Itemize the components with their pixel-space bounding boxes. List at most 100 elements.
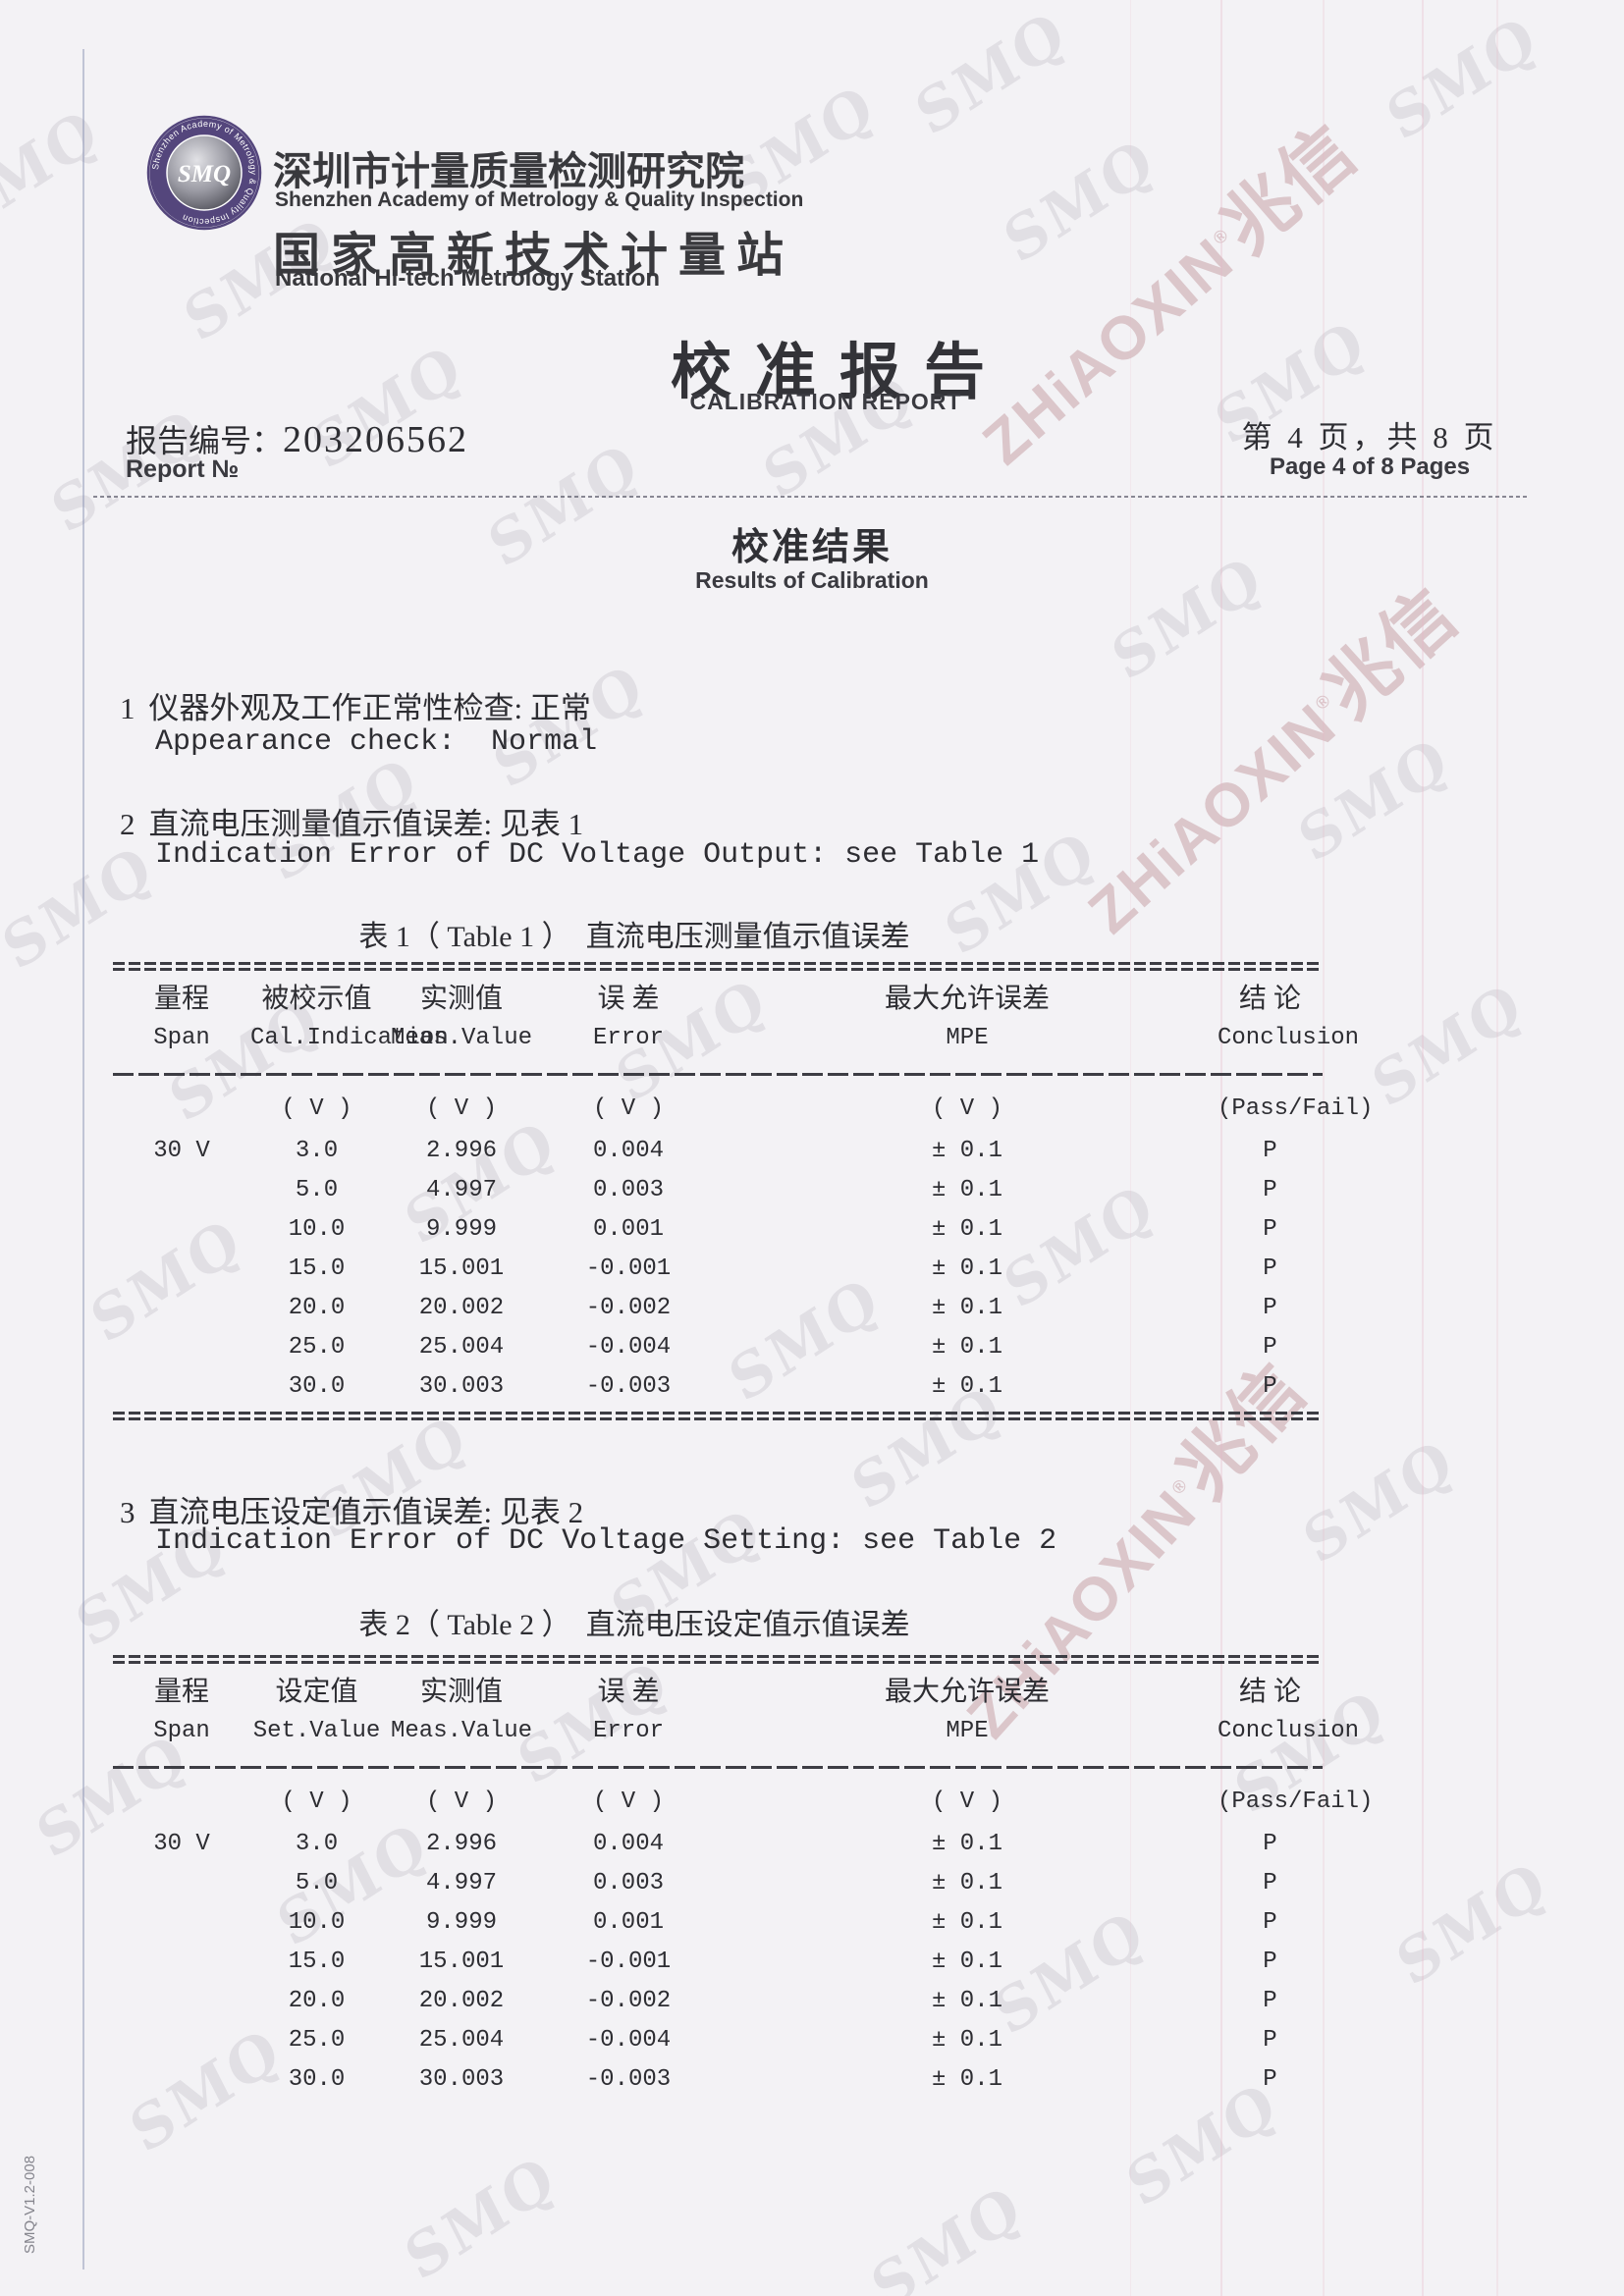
table-2-body: ( V ) ( V ) ( V ) ( V ) (Pass/Fail) 30 V… bbox=[113, 1779, 1374, 2099]
section-title-cn: 校准结果 bbox=[731, 527, 893, 568]
cell-mpe: ± 0.1 bbox=[931, 1215, 1002, 1243]
col-error-cn: 误 差 bbox=[597, 1677, 660, 1707]
table-row: 10.0 9.999 0.001 ± 0.1 P bbox=[113, 1209, 1323, 1249]
item-3-cn: 3 直流电压设定值示值误差: 见表 2 bbox=[120, 1487, 583, 1531]
unit-span bbox=[113, 1779, 250, 1824]
cell-indication: 5.0 bbox=[295, 1176, 339, 1203]
cell-set-value: 30.0 bbox=[288, 2065, 346, 2093]
cell-set-value: 10.0 bbox=[288, 1908, 346, 1936]
scan-streak bbox=[1220, 0, 1222, 2296]
cell-mpe: ± 0.1 bbox=[931, 1987, 1002, 2014]
report-number-label-en: Report № bbox=[126, 455, 240, 483]
table-header-row-cn: 量程 设定值 实测值 误 差 最大允许误差 结 论 bbox=[113, 1673, 1323, 1712]
header-separator-line bbox=[93, 496, 1527, 498]
cell-error: -0.002 bbox=[585, 1294, 672, 1321]
cell-span bbox=[113, 2020, 250, 2059]
scan-streak bbox=[1422, 0, 1424, 2296]
cell-mpe: ± 0.1 bbox=[931, 1869, 1002, 1896]
col-span-cn: 量程 bbox=[153, 1677, 209, 1707]
cell-conclusion: P bbox=[1263, 1255, 1277, 1282]
cell-measured: 9.999 bbox=[425, 1215, 497, 1243]
cell-set-value: 3.0 bbox=[295, 1830, 339, 1857]
cell-conclusion: P bbox=[1263, 1830, 1277, 1857]
cell-conclusion: P bbox=[1263, 1987, 1277, 2014]
cell-conclusion: P bbox=[1263, 1372, 1277, 1400]
cell-error: 0.001 bbox=[592, 1908, 664, 1936]
cell-span bbox=[113, 1209, 250, 1249]
cell-span bbox=[113, 1288, 250, 1327]
report-number-value: 203206562 bbox=[283, 419, 469, 460]
org-name-en: Shenzhen Academy of Metrology & Quality … bbox=[275, 188, 804, 211]
smq-logo-seal: Shenzhen Academy of Metrology & Quality … bbox=[145, 114, 263, 232]
col-mpe-cn: 最大允许误差 bbox=[884, 984, 1050, 1014]
col-error-en: Error bbox=[592, 1718, 664, 1744]
col-cal-indication-en: Cal.Indication bbox=[250, 1025, 449, 1051]
col-cal-indication-cn: 被校示值 bbox=[261, 984, 372, 1014]
cell-mpe: ± 0.1 bbox=[931, 1137, 1002, 1164]
cell-error: 0.003 bbox=[592, 1869, 664, 1896]
report-number-label-cn: 报告编号： bbox=[126, 423, 284, 458]
item-1-en: Appearance check: Normal bbox=[155, 725, 598, 759]
col-span-en: Span bbox=[153, 1025, 210, 1051]
cell-indication: 15.0 bbox=[288, 1255, 346, 1282]
smq-watermark: SMQ bbox=[1386, 1847, 1559, 2001]
form-code-vertical: SMQ-V1.2-008 bbox=[22, 2155, 38, 2254]
col-error-en: Error bbox=[592, 1025, 664, 1051]
item-2-text-cn: 直流电压测量值示值误差: 见表 1 bbox=[148, 807, 584, 841]
report-number-line: 报告编号：203206562 bbox=[126, 416, 468, 461]
cell-mpe: ± 0.1 bbox=[931, 1908, 1002, 1936]
cell-measured: 9.999 bbox=[425, 1908, 497, 1936]
col-meas-value-cn: 实测值 bbox=[419, 1677, 503, 1707]
cell-measured: 25.004 bbox=[418, 2026, 505, 2054]
col-set-value-cn: 设定值 bbox=[275, 1677, 358, 1707]
item-1-text-cn: 仪器外观及工作正常性检查: 正常 bbox=[148, 691, 591, 725]
table-1-header-divider bbox=[113, 1073, 1323, 1076]
col-mpe-en: MPE bbox=[946, 1718, 989, 1744]
cell-span: 30 V bbox=[153, 1137, 210, 1164]
item-3-number: 3 bbox=[120, 1495, 135, 1529]
table-1-top-border bbox=[113, 962, 1323, 971]
cell-conclusion: P bbox=[1263, 1137, 1277, 1164]
smq-watermark: SMQ bbox=[1293, 1425, 1466, 1578]
table-row: 30 V 3.0 2.996 0.004 ± 0.1 P bbox=[113, 1824, 1323, 1863]
cell-measured: 4.997 bbox=[425, 1869, 497, 1896]
cell-span bbox=[113, 1981, 250, 2020]
table-row: 10.0 9.999 0.001 ± 0.1 P bbox=[113, 1902, 1323, 1942]
smq-watermark: SMQ bbox=[395, 2142, 568, 2295]
smq-watermark: SMQ bbox=[994, 125, 1166, 278]
smq-watermark: SMQ bbox=[1362, 969, 1535, 1122]
col-mpe-en: MPE bbox=[946, 1025, 989, 1051]
cell-error: 0.001 bbox=[592, 1215, 664, 1243]
cell-measured: 30.003 bbox=[418, 2065, 505, 2093]
cell-indication: 20.0 bbox=[288, 1294, 346, 1321]
cell-measured: 15.001 bbox=[418, 1255, 505, 1282]
cell-indication: 3.0 bbox=[295, 1137, 339, 1164]
cell-measured: 30.003 bbox=[418, 1372, 505, 1400]
item-2-number: 2 bbox=[120, 807, 135, 841]
table-1: 量程 被校示值 实测值 误 差 最大允许误差 结 论 Span Cal.Indi… bbox=[113, 962, 1374, 1420]
scan-streak bbox=[1323, 0, 1325, 2296]
col-conclusion-en: Conclusion bbox=[1218, 1718, 1360, 1744]
cell-span bbox=[113, 1942, 250, 1981]
smq-watermark: SMQ bbox=[1288, 723, 1461, 877]
unit-mpe: ( V ) bbox=[931, 1095, 1002, 1122]
cell-conclusion: P bbox=[1263, 1294, 1277, 1321]
col-conclusion-en: Conclusion bbox=[1218, 1025, 1360, 1051]
table-1-rows: 30 V 3.0 2.996 0.004 ± 0.1 P 5.0 4.997 0… bbox=[113, 1131, 1323, 1406]
left-margin-rule bbox=[82, 49, 84, 2269]
scan-streak bbox=[1496, 0, 1498, 2296]
unit-meas: ( V ) bbox=[425, 1095, 497, 1122]
cell-error: -0.003 bbox=[585, 2065, 672, 2093]
table-row: 25.0 25.004 -0.004 ± 0.1 P bbox=[113, 2020, 1323, 2059]
unit-error: ( V ) bbox=[592, 1095, 664, 1122]
unit-mpe: ( V ) bbox=[931, 1788, 1002, 1815]
unit-span bbox=[113, 1086, 250, 1131]
table-2-top-border bbox=[113, 1655, 1323, 1664]
cell-conclusion: P bbox=[1263, 1176, 1277, 1203]
smq-watermark: SMQ bbox=[0, 95, 111, 248]
unit-conclusion: (Pass/Fail) bbox=[1218, 1095, 1374, 1122]
cell-error: -0.002 bbox=[585, 1987, 672, 2014]
units-row: ( V ) ( V ) ( V ) ( V ) (Pass/Fail) bbox=[113, 1086, 1374, 1131]
unit-conclusion: (Pass/Fail) bbox=[1218, 1788, 1374, 1815]
cell-mpe: ± 0.1 bbox=[931, 1176, 1002, 1203]
